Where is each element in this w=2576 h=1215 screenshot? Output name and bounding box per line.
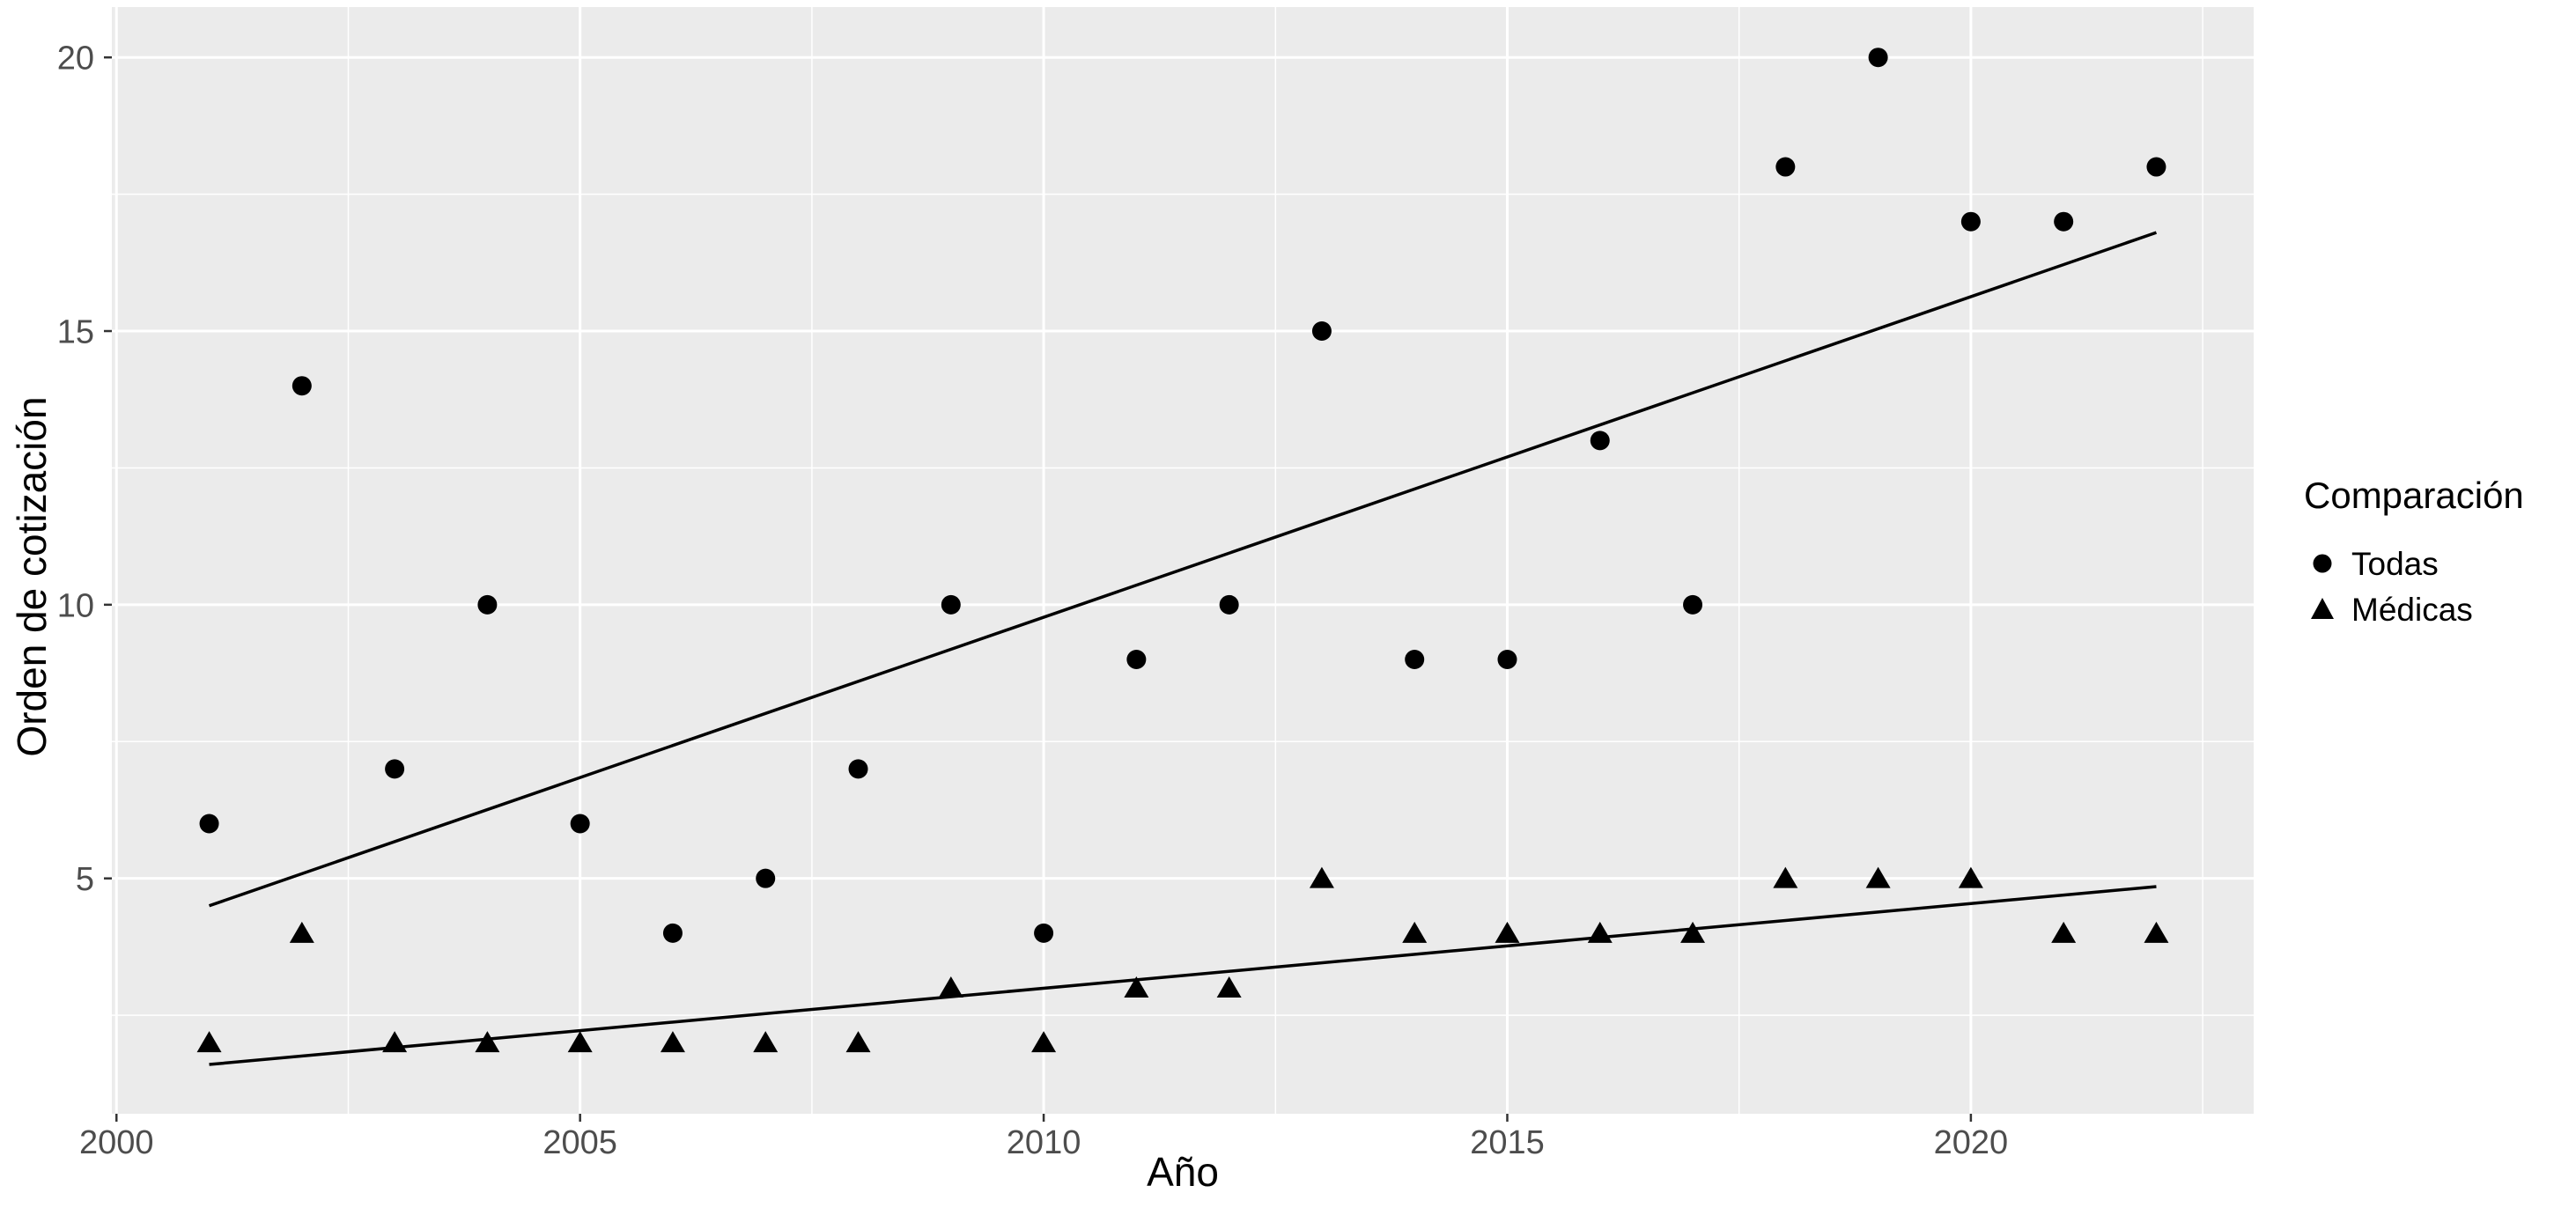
data-point-médicas xyxy=(196,1031,222,1053)
trend-line-médicas xyxy=(209,885,2157,1066)
x-tick-label: 2005 xyxy=(543,1124,617,1161)
triangle-marker-icon xyxy=(2304,591,2341,628)
data-point-médicas xyxy=(1309,866,1334,888)
data-point-todas xyxy=(662,923,683,943)
y-tick-label: 5 xyxy=(76,861,94,898)
data-point-médicas xyxy=(1773,866,1798,888)
data-point-médicas xyxy=(1680,921,1706,943)
data-point-todas xyxy=(570,814,590,834)
data-point-todas xyxy=(1219,594,1239,615)
data-point-todas xyxy=(1775,157,1796,177)
y-axis-title: Orden de cotización xyxy=(9,396,55,757)
x-tick-label: 2015 xyxy=(1470,1124,1545,1161)
x-tick-label: 2000 xyxy=(79,1124,154,1161)
data-point-médicas xyxy=(1495,921,1520,943)
x-axis-title: Año xyxy=(1147,1149,1219,1195)
data-point-todas xyxy=(1590,431,1610,451)
data-point-médicas xyxy=(660,1031,685,1053)
data-point-médicas xyxy=(1865,866,1891,888)
data-point-todas xyxy=(756,868,776,888)
legend-label-todas: Todas xyxy=(2351,545,2439,582)
data-point-todas xyxy=(1405,650,1425,670)
legend-title: Comparación xyxy=(2304,475,2524,516)
data-point-médicas xyxy=(567,1031,593,1053)
data-point-médicas xyxy=(1587,921,1613,943)
data-point-médicas xyxy=(845,1031,871,1053)
x-tick-label: 2020 xyxy=(1934,1124,2009,1161)
trend-line-todas xyxy=(208,231,2158,908)
y-tick-label: 20 xyxy=(57,40,94,77)
data-point-médicas xyxy=(2144,921,2169,943)
data-point-todas xyxy=(1960,211,1981,232)
data-point-médicas xyxy=(1124,976,1149,998)
data-point-médicas xyxy=(1216,976,1242,998)
data-point-todas xyxy=(385,759,405,779)
data-point-todas xyxy=(941,594,961,615)
data-point-médicas xyxy=(1402,921,1428,943)
legend: Comparación Todas Médicas xyxy=(2304,475,2524,632)
data-point-médicas xyxy=(938,976,963,998)
data-point-médicas xyxy=(1031,1031,1057,1053)
data-point-todas xyxy=(2054,211,2074,232)
legend-item-medicas: Médicas xyxy=(2304,586,2524,632)
x-tick-label: 2010 xyxy=(1007,1124,1081,1161)
data-point-todas xyxy=(477,594,498,615)
data-point-médicas xyxy=(1958,866,1983,888)
data-point-médicas xyxy=(753,1031,779,1053)
circle-marker-icon xyxy=(2304,545,2341,582)
data-point-todas xyxy=(1683,594,1703,615)
y-tick-label: 10 xyxy=(57,587,94,624)
data-point-todas xyxy=(292,376,312,396)
data-point-todas xyxy=(199,814,219,834)
data-point-médicas xyxy=(2051,921,2077,943)
data-point-médicas xyxy=(382,1031,408,1053)
data-point-todas xyxy=(848,759,868,779)
data-point-todas xyxy=(1034,923,1054,943)
y-tick-label: 15 xyxy=(57,314,94,351)
plot-panel xyxy=(112,7,2254,1114)
data-point-médicas xyxy=(289,921,314,943)
data-point-todas xyxy=(1126,650,1147,670)
data-point-todas xyxy=(1497,650,1517,670)
data-point-todas xyxy=(1311,321,1332,342)
data-point-todas xyxy=(2146,157,2166,177)
data-point-todas xyxy=(1868,48,1888,68)
legend-item-todas: Todas xyxy=(2304,541,2524,586)
legend-label-medicas: Médicas xyxy=(2351,591,2473,628)
data-point-médicas xyxy=(475,1031,500,1053)
